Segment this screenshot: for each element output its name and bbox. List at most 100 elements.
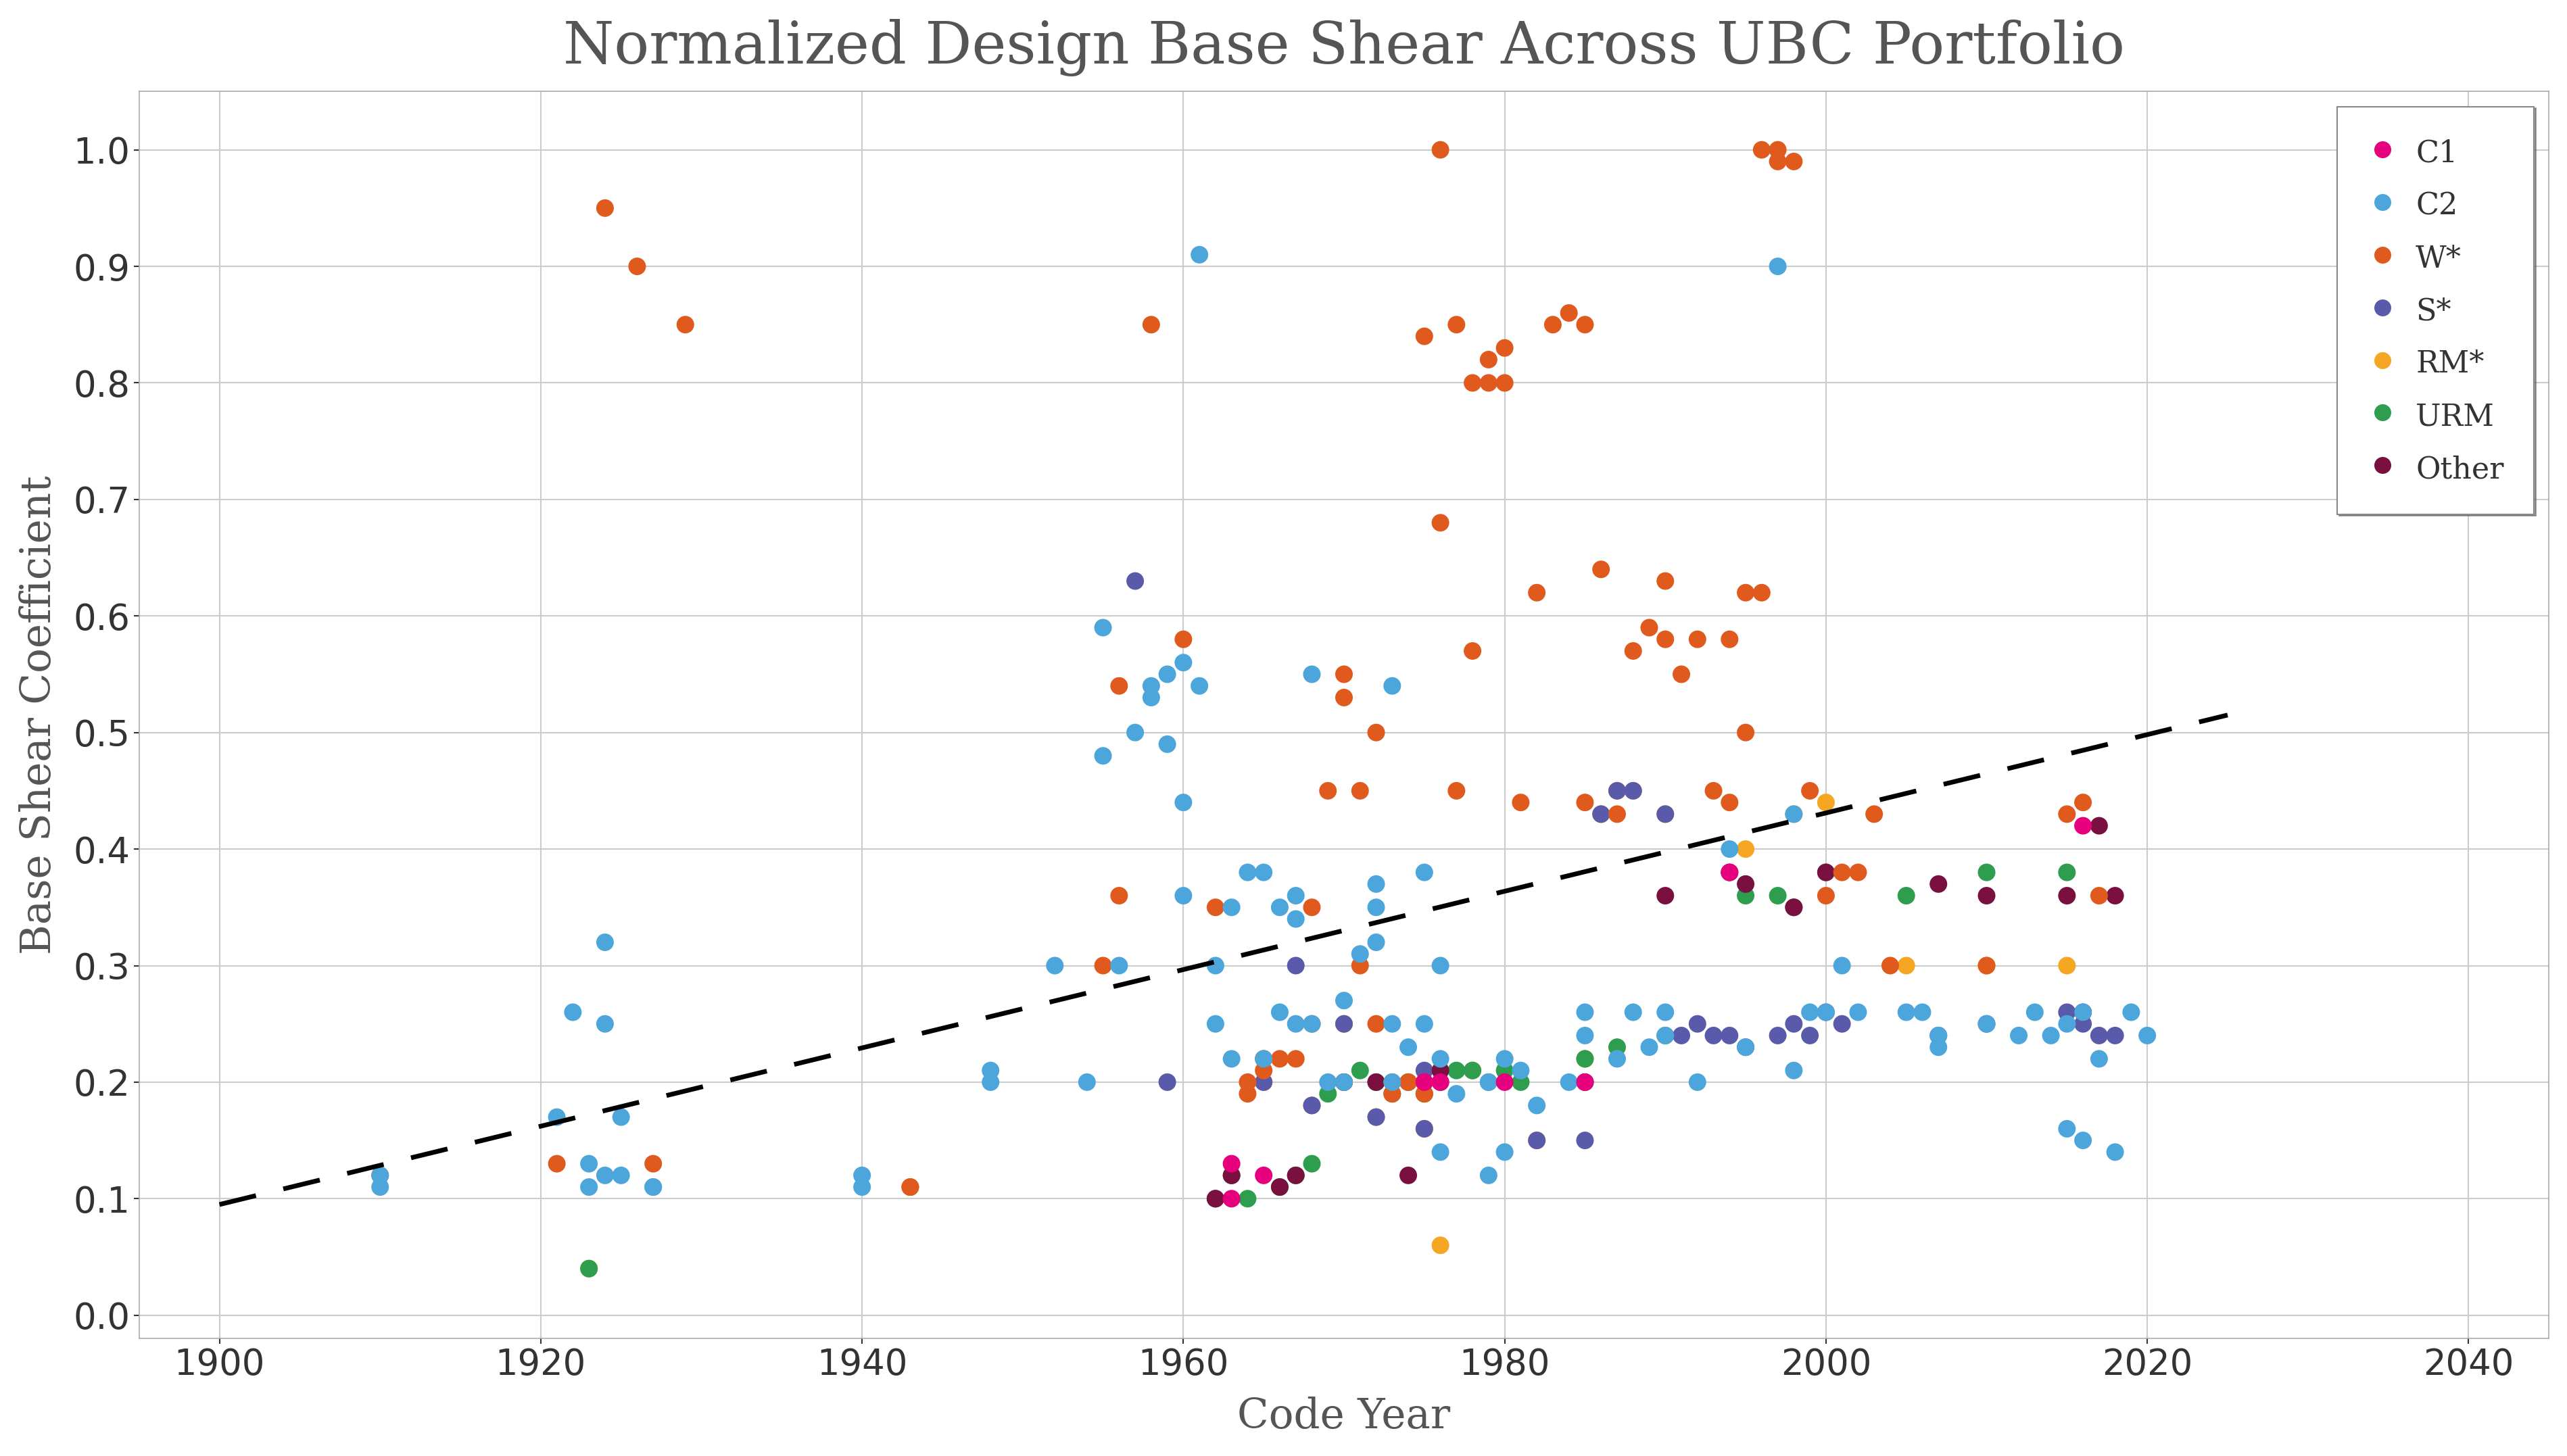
- Point: [1404, 1117, 1445, 1140]
- Point: [1404, 1070, 1445, 1093]
- Point: [1404, 860, 1445, 884]
- Point: [2061, 814, 2102, 837]
- Point: [2061, 1000, 2102, 1024]
- Point: [1918, 1035, 1959, 1059]
- Point: [1612, 779, 1653, 802]
- Point: [616, 255, 657, 278]
- Point: [1805, 860, 1846, 884]
- Point: [1612, 639, 1653, 662]
- Point: [1740, 581, 1781, 604]
- Point: [1212, 895, 1253, 919]
- Point: [1645, 1000, 1687, 1024]
- Point: [585, 197, 626, 220]
- Point: [1099, 954, 1140, 977]
- Point: [1083, 616, 1124, 639]
- Point: [1692, 779, 1733, 802]
- Point: [1966, 954, 2007, 977]
- Point: [1212, 1163, 1253, 1187]
- Point: [2046, 954, 2087, 977]
- Point: [1725, 1035, 1766, 1059]
- Point: [1692, 1024, 1733, 1047]
- Point: [1163, 651, 1204, 674]
- Point: [1563, 1047, 1604, 1070]
- Point: [1291, 1012, 1332, 1035]
- Point: [1820, 1012, 1861, 1035]
- Point: [1276, 907, 1317, 930]
- Point: [1789, 1024, 1830, 1047]
- Point: [1805, 791, 1846, 814]
- Point: [1517, 1128, 1558, 1152]
- Point: [1820, 954, 1861, 977]
- Point: [1163, 791, 1204, 814]
- Point: [2077, 814, 2118, 837]
- Point: [1450, 1059, 1491, 1082]
- Point: [1258, 895, 1299, 919]
- Point: [1645, 1024, 1687, 1047]
- Point: [1163, 628, 1204, 651]
- Point: [1612, 779, 1653, 802]
- Point: [1420, 1070, 1461, 1093]
- Point: [1756, 1024, 1797, 1047]
- Point: [1450, 639, 1491, 662]
- Point: [1420, 1233, 1461, 1257]
- Point: [1420, 1070, 1461, 1093]
- Point: [1966, 860, 2007, 884]
- Point: [1869, 954, 1910, 977]
- Point: [1194, 1187, 1235, 1210]
- Point: [1212, 1163, 1253, 1187]
- Point: [552, 1000, 593, 1024]
- Point: [1404, 1070, 1445, 1093]
- Point: [1532, 313, 1574, 336]
- Point: [1227, 1082, 1268, 1105]
- Point: [1468, 371, 1509, 395]
- Point: [1661, 662, 1702, 686]
- Point: [1420, 1047, 1461, 1070]
- Point: [1468, 1163, 1509, 1187]
- Point: [891, 1175, 932, 1198]
- Point: [2046, 860, 2087, 884]
- Point: [1789, 779, 1830, 802]
- Point: [1597, 1035, 1638, 1059]
- Point: [1404, 1070, 1445, 1093]
- Point: [1853, 802, 1894, 826]
- Point: [1435, 1059, 1476, 1082]
- Point: [1918, 872, 1959, 895]
- Point: [1661, 1024, 1702, 1047]
- Point: [1291, 1093, 1332, 1117]
- Point: [1789, 1000, 1830, 1024]
- Point: [2077, 1047, 2118, 1070]
- Point: [1548, 301, 1589, 325]
- Point: [1597, 779, 1638, 802]
- Point: [2095, 1024, 2136, 1047]
- Point: [1435, 779, 1476, 802]
- Point: [1918, 1024, 1959, 1047]
- Point: [1371, 1012, 1412, 1035]
- Point: [1340, 779, 1381, 802]
- Point: [1484, 1070, 1525, 1093]
- Point: [1774, 150, 1815, 173]
- Point: [1484, 371, 1525, 395]
- Point: [1710, 628, 1751, 651]
- Point: [1291, 1152, 1332, 1175]
- Point: [1386, 1035, 1427, 1059]
- Point: [1966, 954, 2007, 977]
- Point: [1435, 1082, 1476, 1105]
- Point: [1258, 1047, 1299, 1070]
- Title: Normalized Design Base Shear Across UBC Portfolio: Normalized Design Base Shear Across UBC …: [562, 19, 2125, 76]
- Point: [1242, 1047, 1284, 1070]
- Point: [1322, 1012, 1363, 1035]
- Point: [1484, 1047, 1525, 1070]
- Point: [567, 1175, 608, 1198]
- Point: [1322, 1070, 1363, 1093]
- Point: [1404, 1012, 1445, 1035]
- Point: [1371, 674, 1412, 697]
- Point: [1725, 581, 1766, 604]
- Point: [1386, 1070, 1427, 1093]
- Point: [1322, 662, 1363, 686]
- Point: [1710, 860, 1751, 884]
- Point: [1548, 1070, 1589, 1093]
- Point: [1355, 1070, 1396, 1093]
- Point: [1194, 895, 1235, 919]
- Point: [1340, 1059, 1381, 1082]
- Point: [1884, 1000, 1925, 1024]
